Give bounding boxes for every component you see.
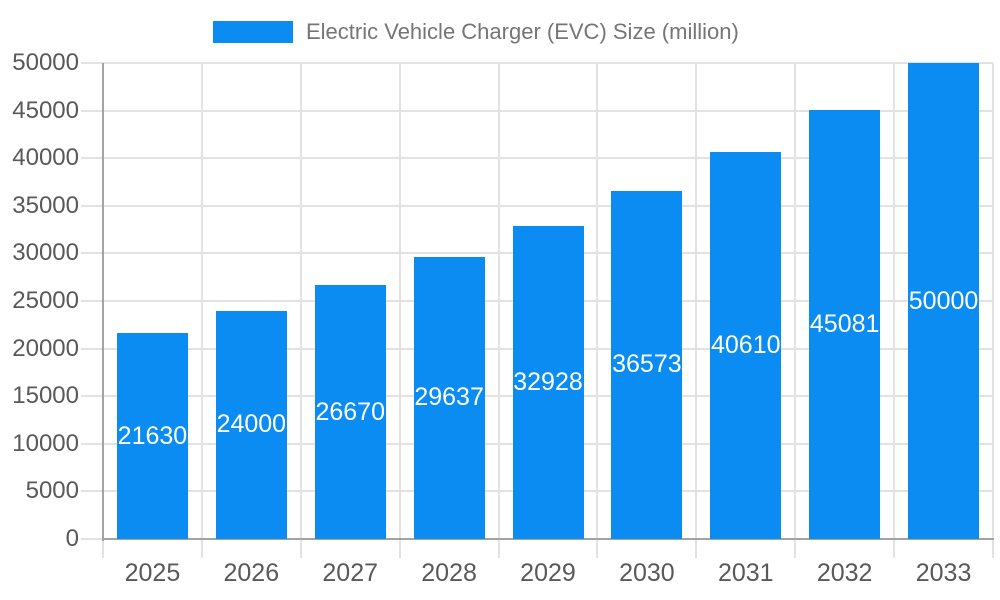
y-axis-tick [81,395,103,398]
y-axis-tick [81,62,103,64]
y-gridline [103,204,993,207]
x-gridline [794,63,797,539]
x-axis-line [102,538,994,540]
y-tick-label-5000: 5000 [25,477,79,505]
legend-swatch [213,21,293,43]
y-gridline [103,157,993,160]
bar-value-label: 36573 [612,350,682,379]
x-tick-label-2029: 2029 [520,559,576,587]
y-gridline [103,109,993,112]
bar-value-label: 50000 [908,286,979,315]
y-tick-label-30000: 30000 [12,239,79,267]
bar-value-label: 26670 [315,397,385,426]
x-axis-tick [497,539,500,558]
x-tick-label-2030: 2030 [619,559,675,587]
x-gridline [992,63,994,539]
y-axis-tick [81,490,103,493]
x-gridline [893,63,896,539]
y-axis-tick [81,252,103,255]
x-tick-label-2028: 2028 [421,559,477,587]
x-gridline [299,63,302,539]
x-gridline [596,63,599,539]
x-tick-label-2031: 2031 [717,559,774,587]
bar-2030[interactable]: 36573 [611,190,683,539]
y-axis-tick [81,157,103,160]
bar-2025[interactable]: 21630 [116,333,188,539]
y-tick-label-35000: 35000 [12,191,79,219]
y-gridline [103,62,993,64]
x-axis-tick [992,539,994,558]
x-axis-tick [794,539,797,558]
legend-label: Electric Vehicle Charger (EVC) Size (mil… [306,19,739,44]
y-tick-label-15000: 15000 [12,382,79,410]
bar-value-label: 32928 [513,367,583,396]
x-tick-label-2026: 2026 [223,559,280,587]
x-gridline [200,63,203,539]
x-axis-tick [398,539,401,558]
x-axis-tick [596,539,599,558]
y-tick-label-45000: 45000 [12,96,79,124]
bar-2028[interactable]: 29637 [413,256,485,539]
bar-value-label: 21630 [117,421,188,450]
x-axis-tick [893,539,896,558]
x-axis-tick [299,539,302,558]
bar-value-label: 29637 [414,383,484,412]
x-tick-label-2032: 2032 [816,559,873,587]
legend[interactable]: Electric Vehicle Charger (EVC) Size (mil… [213,21,739,43]
y-tick-label-50000: 50000 [12,49,79,76]
x-gridline [497,63,500,539]
y-tick-label-25000: 25000 [12,287,79,314]
x-axis-tick [695,539,698,558]
bar-2033[interactable]: 50000 [908,63,980,539]
x-axis-tick [200,539,203,558]
y-axis-tick [81,347,103,350]
x-tick-label-2025: 2025 [124,559,181,587]
x-tick-label-2027: 2027 [322,559,379,587]
x-gridline [398,63,401,539]
bar-2032[interactable]: 45081 [809,109,881,539]
x-axis-tick [102,539,104,558]
y-axis-tick [81,300,103,302]
x-gridline [695,63,698,539]
y-tick-label-0: 0 [65,525,79,552]
y-axis-tick [81,109,103,112]
y-tick-label-20000: 20000 [12,334,79,362]
y-axis-line [102,63,104,541]
y-tick-label-40000: 40000 [12,144,79,172]
bar-value-label: 45081 [809,309,880,338]
bar-value-label: 40610 [711,331,781,360]
bar-2031[interactable]: 40610 [710,152,782,539]
bar-2029[interactable]: 32928 [512,225,584,539]
y-axis-tick [81,204,103,207]
bar-2026[interactable]: 24000 [215,310,287,539]
y-axis-tick [81,442,103,445]
x-tick-label-2033: 2033 [915,559,972,587]
bar-2027[interactable]: 26670 [314,285,386,539]
y-axis-tick [81,538,103,540]
y-tick-label-10000: 10000 [12,429,79,457]
bar-value-label: 24000 [216,410,287,439]
